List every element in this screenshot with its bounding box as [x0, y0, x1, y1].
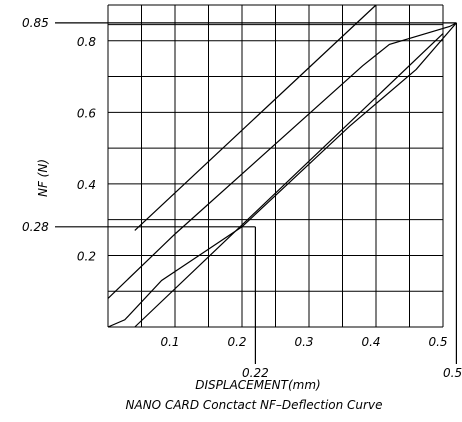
x-tick-label: 0.3	[294, 335, 313, 349]
curve-group	[107, 4, 457, 328]
grid-lines	[107, 4, 444, 328]
chart-title: NANO CARD Conctact NF–Deflection Curve	[126, 398, 383, 412]
reference-lines: 0.28 0.22 0.85 0.52	[22, 16, 462, 380]
reference-y-label: 0.85	[22, 16, 49, 30]
x-tick-label: 0.2	[227, 335, 246, 349]
y-tick-label: 0.6	[77, 106, 96, 120]
x-tick-label: 0.4	[361, 335, 380, 349]
y-axis-label: NF (N)	[36, 159, 50, 197]
x-tick-label: 0.5	[428, 335, 447, 349]
reference-y-label: 0.28	[22, 220, 49, 234]
curve-line	[107, 22, 457, 328]
y-tick-label: 0.2	[77, 249, 96, 263]
tick-labels: 0.1 0.2 0.3 0.4 0.5 0.2 0.4 0.6 0.8	[77, 35, 448, 349]
reference-x-label: 0.22	[242, 366, 269, 380]
x-axis-label: DISPLACEMENT(mm)	[195, 378, 320, 392]
curve-line	[107, 22, 457, 299]
x-tick-label: 0.1	[160, 335, 179, 349]
curve-line	[134, 33, 444, 328]
y-tick-label: 0.4	[77, 178, 96, 192]
y-tick-label: 0.8	[77, 35, 96, 49]
curve-line	[134, 4, 377, 231]
reference-x-label: 0.52	[443, 366, 462, 380]
